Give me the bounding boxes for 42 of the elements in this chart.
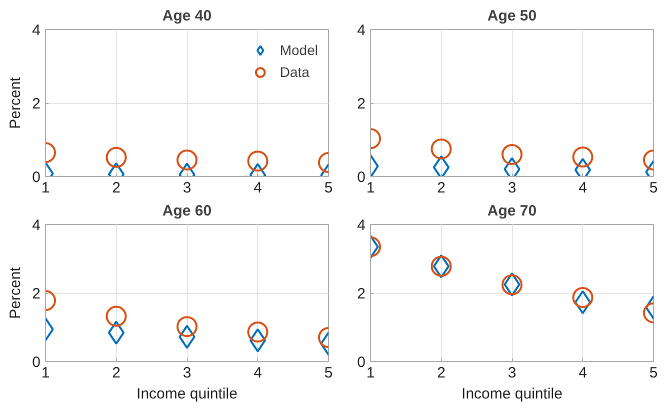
y-axis-title: Percent [7,76,24,129]
y-tick-label: 0 [357,354,366,371]
x-tick-label: 2 [112,180,120,196]
y-tick-label: 2 [32,286,40,302]
y-tick-label: 4 [357,217,366,234]
x-tick-label: 4 [578,364,587,382]
x-tick-label: 3 [508,180,516,196]
chart-title: Age 70 [487,202,537,220]
x-tick-label: 4 [254,180,262,196]
x-tick-label: 1 [41,364,50,382]
x-tick-label: 5 [649,364,658,382]
y-tick-label: 0 [32,354,40,371]
x-tick-label: 3 [182,364,192,382]
x-tick-label: 5 [649,180,658,196]
x-tick-label: 5 [324,180,333,196]
y-tick-label: 0 [357,169,366,186]
x-tick-label: 1 [366,180,375,196]
x-axis-title: Income quintile [462,386,562,402]
x-tick-label: 1 [366,364,375,382]
chart-title: Age 60 [162,202,212,220]
y-tick-label: 4 [32,22,40,39]
y-tick-label: 2 [357,286,366,302]
x-axis-title: Income quintile [136,386,238,402]
x-tick-label: 2 [437,180,446,196]
x-tick-label: 3 [182,180,192,196]
legend-label: Data [280,64,310,80]
legend-label: Model [280,42,318,58]
x-tick-label: 1 [41,180,50,196]
y-tick-label: 4 [32,217,40,234]
x-tick-label: 4 [578,180,587,196]
chart-title: Age 50 [487,8,537,24]
chart-title: Age 40 [162,8,212,24]
y-tick-label: 2 [32,96,40,112]
x-tick-label: 5 [324,364,333,382]
x-tick-label: 4 [254,364,262,382]
y-axis-title: Percent [7,266,24,319]
x-tick-label: 2 [437,364,446,382]
y-tick-label: 0 [32,169,40,186]
y-tick-label: 2 [357,96,366,112]
x-tick-label: 3 [508,364,516,382]
y-tick-label: 4 [357,22,366,39]
x-tick-label: 2 [112,364,120,382]
